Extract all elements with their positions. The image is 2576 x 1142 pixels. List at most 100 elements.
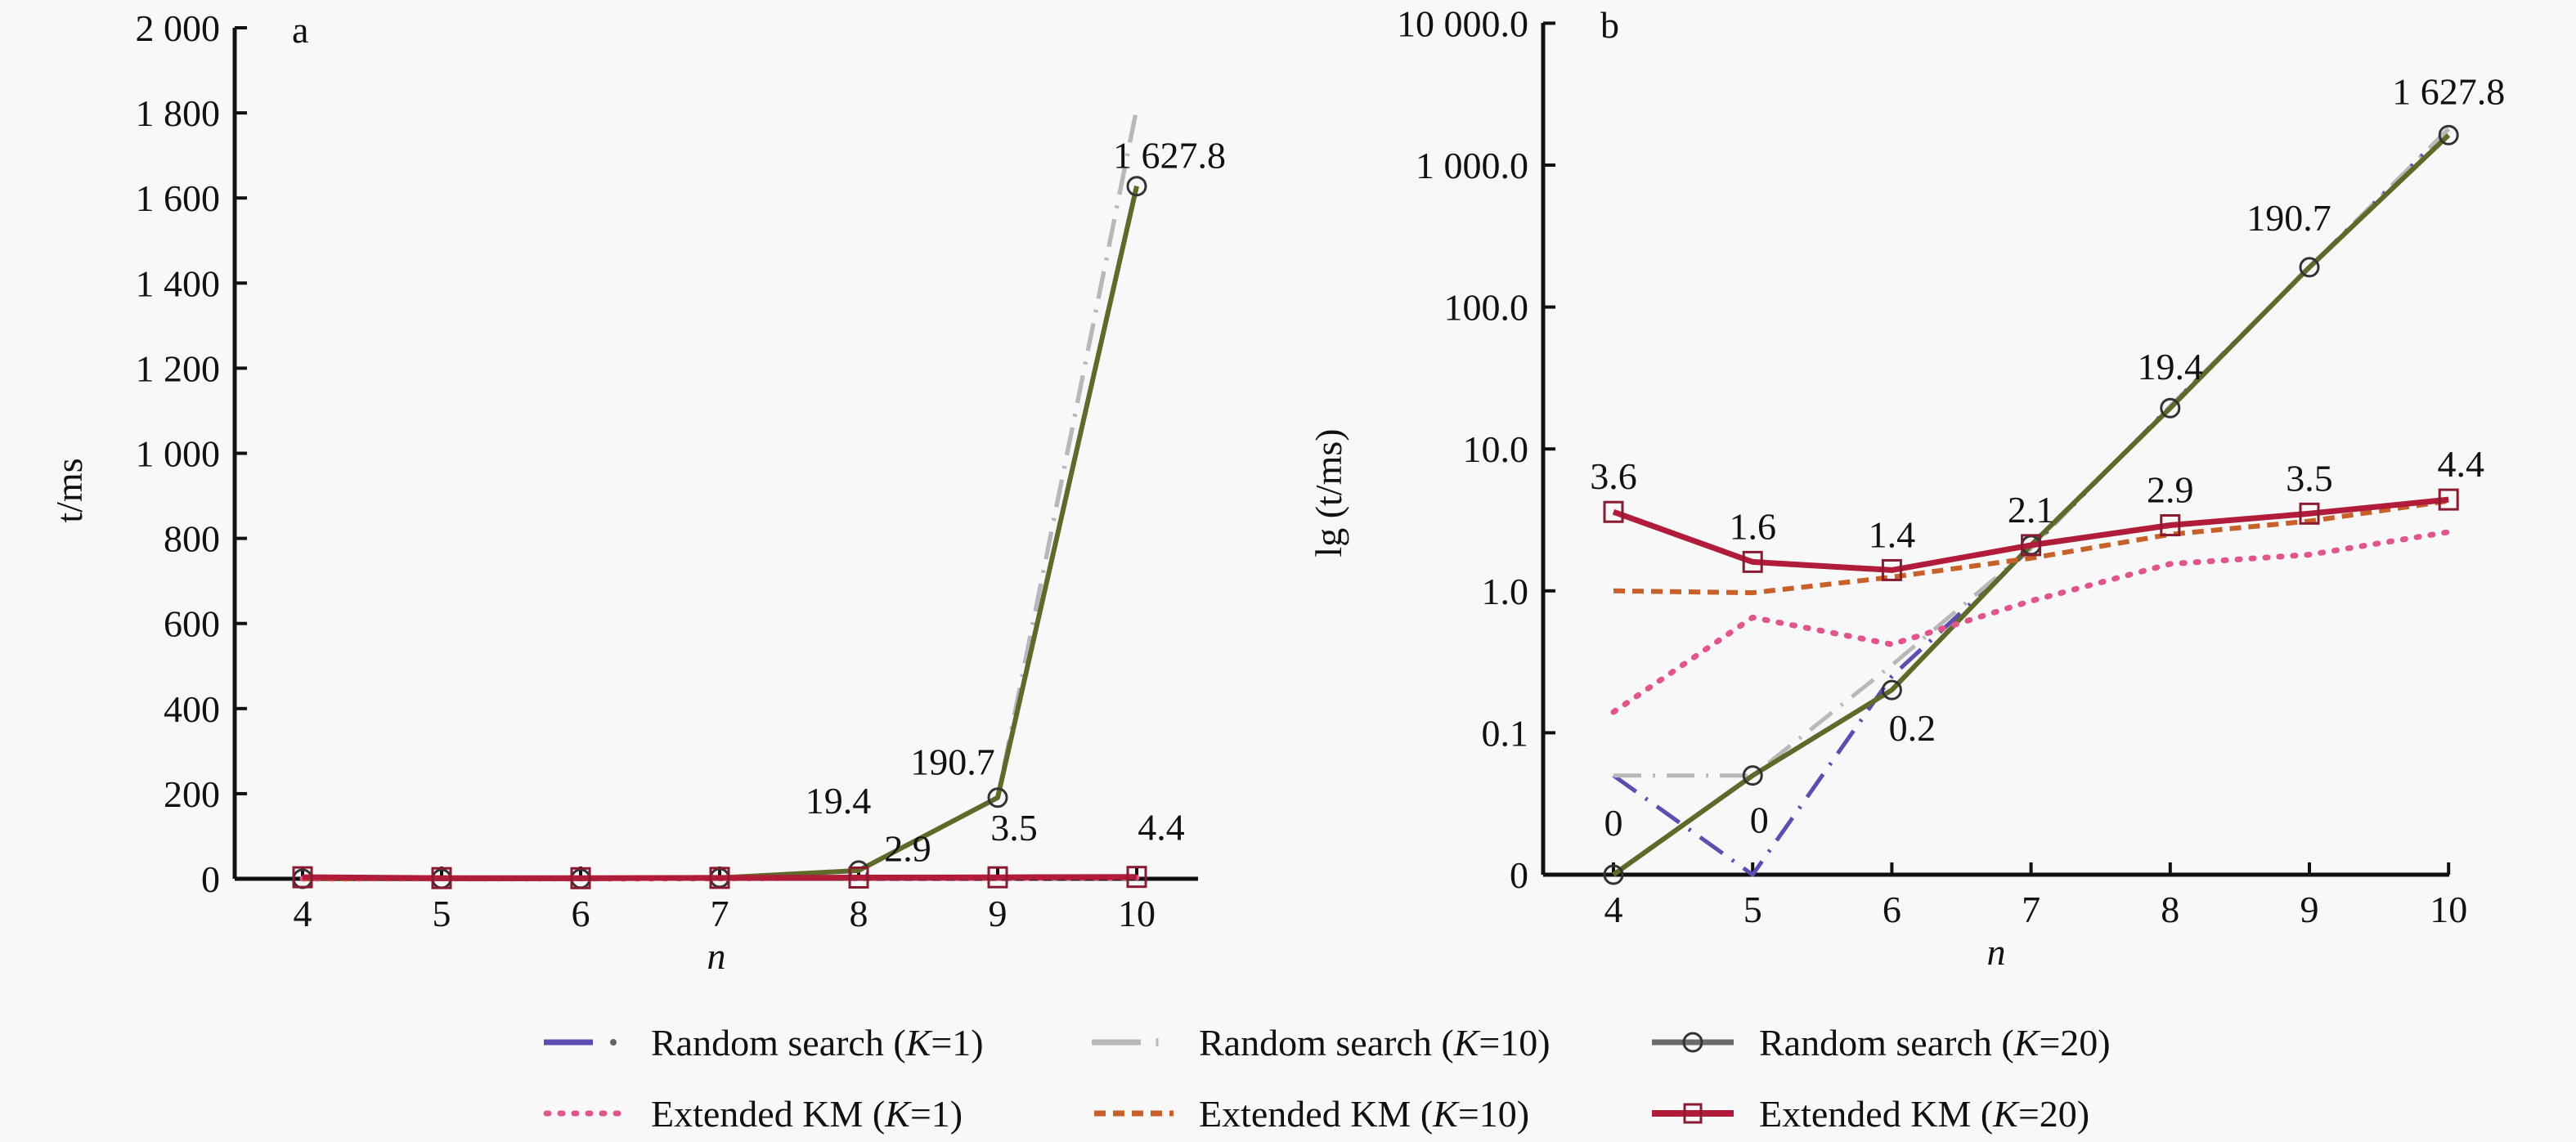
x-tick-label: 6 [572,893,590,934]
square-marker [709,867,730,889]
legend: Random search (K=1) Random search (K=10)… [523,1010,2241,1135]
data-label: 3.5 [2286,457,2333,499]
series-line [303,108,1139,881]
circle-marker [2160,397,2181,419]
y-axis-title: t/ms [48,458,90,522]
y-tick-label: 200 [164,773,220,815]
data-label: 4.4 [1138,807,1185,849]
circle-marker [1742,765,1763,786]
data-label: 0 [1604,802,1623,844]
circle-marker [2299,257,2320,278]
data-label: 1.4 [1869,513,1916,555]
y-tick-label: 0.1 [1482,712,1529,754]
legend-line-circle-icon [1652,1032,1734,1053]
circle-marker [1881,679,1902,701]
y-tick-label: 1 600 [136,177,221,219]
x-axis-title: n [1987,931,2006,973]
x-tick-label: 10 [2430,889,2467,930]
x-tick-label: 5 [1744,889,1762,930]
y-tick-label: 1 800 [136,92,221,134]
square-marker [2438,488,2459,511]
x-tick-label: 9 [2300,889,2319,930]
panel-b-chart: 0 0.1 1.0 10.0 100.0 1 000.0 10 000.0 4 5 6 7 8 9 10 b… [1308,2,2505,973]
circle-marker [2438,124,2459,146]
legend-label: Extended KM (K=10) [1199,1092,1530,1135]
data-label: 4.4 [2437,443,2484,485]
x-tick-label: 10 [1118,893,1156,934]
square-marker [292,866,313,889]
data-label: 1.6 [1729,505,1776,547]
series-line [1613,498,2449,596]
y-tick-label: 0 [201,858,220,900]
legend-label: Random search (K=1) [651,1021,984,1064]
x-tick-label: 6 [1883,889,1901,930]
y-tick-label: 10 000.0 [1397,2,1528,44]
circle-marker [987,787,1008,808]
square-marker [2160,514,2181,537]
legend-item-random-k10: Random search (K=10) [1088,1014,1551,1071]
legend-item-km-k1: Extended KM (K=1) [540,1085,963,1142]
y-tick-label: 1 000.0 [1416,145,1528,186]
x-tick-label: 4 [1604,889,1623,930]
x-tick-label: 7 [711,893,729,934]
legend-label: Random search (K=10) [1199,1021,1551,1064]
panel-label: b [1600,4,1619,46]
y-tick-label: 1 200 [136,347,221,389]
y-tick-label: 10.0 [1463,428,1529,470]
square-marker [2299,502,2320,525]
data-label: 0.2 [1889,707,1936,749]
legend-label: Extended KM (K=1) [651,1092,963,1135]
legend-dashdot-blue-icon [544,1039,617,1046]
y-tick-label: 1 000 [136,433,221,475]
x-tick-label: 9 [989,893,1008,934]
legend-dashdot-gray-icon [1092,1038,1159,1046]
square-marker [987,866,1008,889]
x-tick-label: 5 [433,893,451,934]
panel-label: a [292,9,308,51]
series-line [303,186,1139,881]
data-label: 1 627.8 [1113,135,1226,177]
square-marker [1126,866,1147,889]
x-tick-label: 4 [294,893,312,934]
legend-item-km-k20: Extended KM (K=20) [1648,1085,2089,1142]
y-tick-label: 800 [164,518,220,560]
y-tick-label: 0 [1510,854,1528,896]
legend-label: Random search (K=20) [1759,1021,2111,1064]
y-tick-label: 100.0 [1444,287,1529,329]
square-marker [1603,500,1624,523]
legend-item-random-k1: Random search (K=1) [540,1014,984,1071]
square-marker [2021,534,2042,557]
data-label: 2.9 [2147,469,2194,511]
data-label: 0 [1750,799,1769,841]
square-marker [1742,550,1763,573]
square-marker [570,867,591,889]
data-label: 2.1 [2008,489,2055,531]
y-tick-label: 2 000 [136,7,221,49]
series-line [1612,496,2449,573]
legend-item-km-k10: Extended KM (K=10) [1088,1085,1529,1142]
square-marker [848,866,869,889]
data-label: 2.9 [884,827,931,869]
data-label: 1 627.8 [2392,70,2505,112]
series-line [302,874,1138,881]
data-label: 190.7 [2246,197,2331,239]
x-axis-title: n [707,935,726,977]
x-tick-label: 7 [2022,889,2040,930]
series-line [1610,529,2452,715]
y-tick-label: 400 [164,688,220,730]
square-marker [1881,558,1902,581]
legend-item-random-k20: Random search (K=20) [1648,1014,2111,1071]
x-tick-label: 8 [2161,889,2179,930]
square-marker [431,867,452,889]
y-tick-label: 1.0 [1482,571,1529,612]
panel-a-chart: 0 200 400 600 800 1 000 1 200 1 400 1 600 1 800 2 … [48,7,1226,977]
series-line [303,108,1139,881]
y-tick-label: 1 400 [136,262,221,304]
legend-label: Extended KM (K=20) [1759,1092,2090,1135]
legend-dashed-orange-icon [1094,1110,1174,1117]
data-label: 3.5 [990,807,1038,849]
circle-marker [1603,864,1624,885]
data-label: 19.4 [2138,346,2204,387]
y-tick-label: 600 [164,603,220,645]
